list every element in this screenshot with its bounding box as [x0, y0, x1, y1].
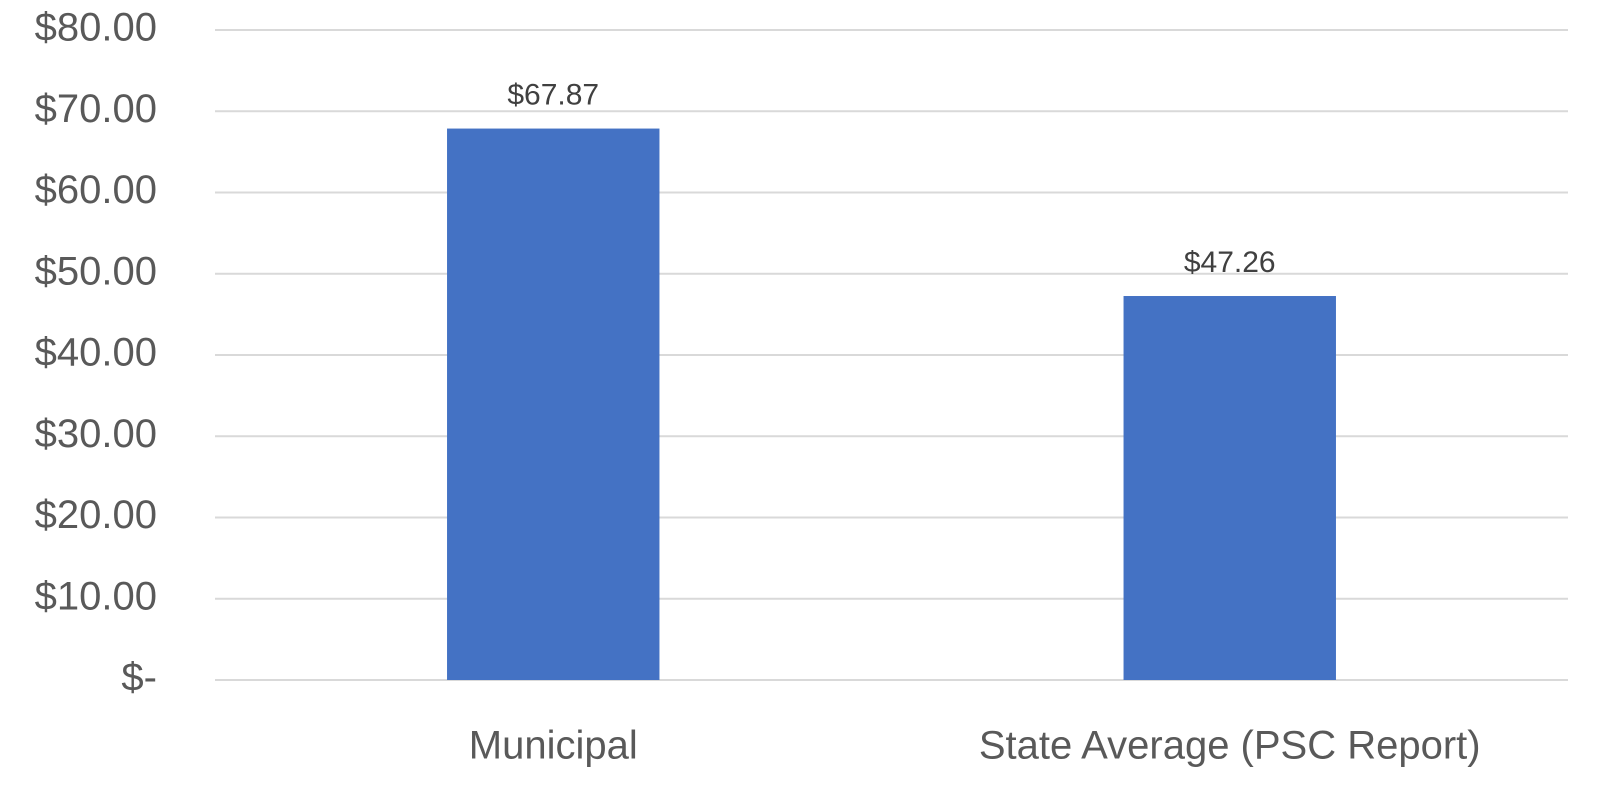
y-tick-label: $60.00: [35, 168, 157, 212]
x-tick-label: State Average (PSC Report): [979, 724, 1481, 768]
y-tick-label: $30.00: [35, 412, 157, 456]
y-tick-label: $-: [121, 656, 157, 700]
bar: [1123, 296, 1336, 680]
data-label: $67.87: [507, 78, 599, 111]
y-tick-label: $50.00: [35, 249, 157, 293]
y-tick-label: $70.00: [35, 87, 157, 131]
data-label: $47.26: [1184, 246, 1276, 279]
y-tick-label: $80.00: [35, 6, 157, 50]
y-tick-label: $10.00: [35, 574, 157, 618]
bar: [447, 128, 660, 680]
y-tick-label: $40.00: [35, 331, 157, 375]
y-tick-label: $20.00: [35, 493, 157, 537]
x-tick-label: Municipal: [469, 724, 638, 768]
